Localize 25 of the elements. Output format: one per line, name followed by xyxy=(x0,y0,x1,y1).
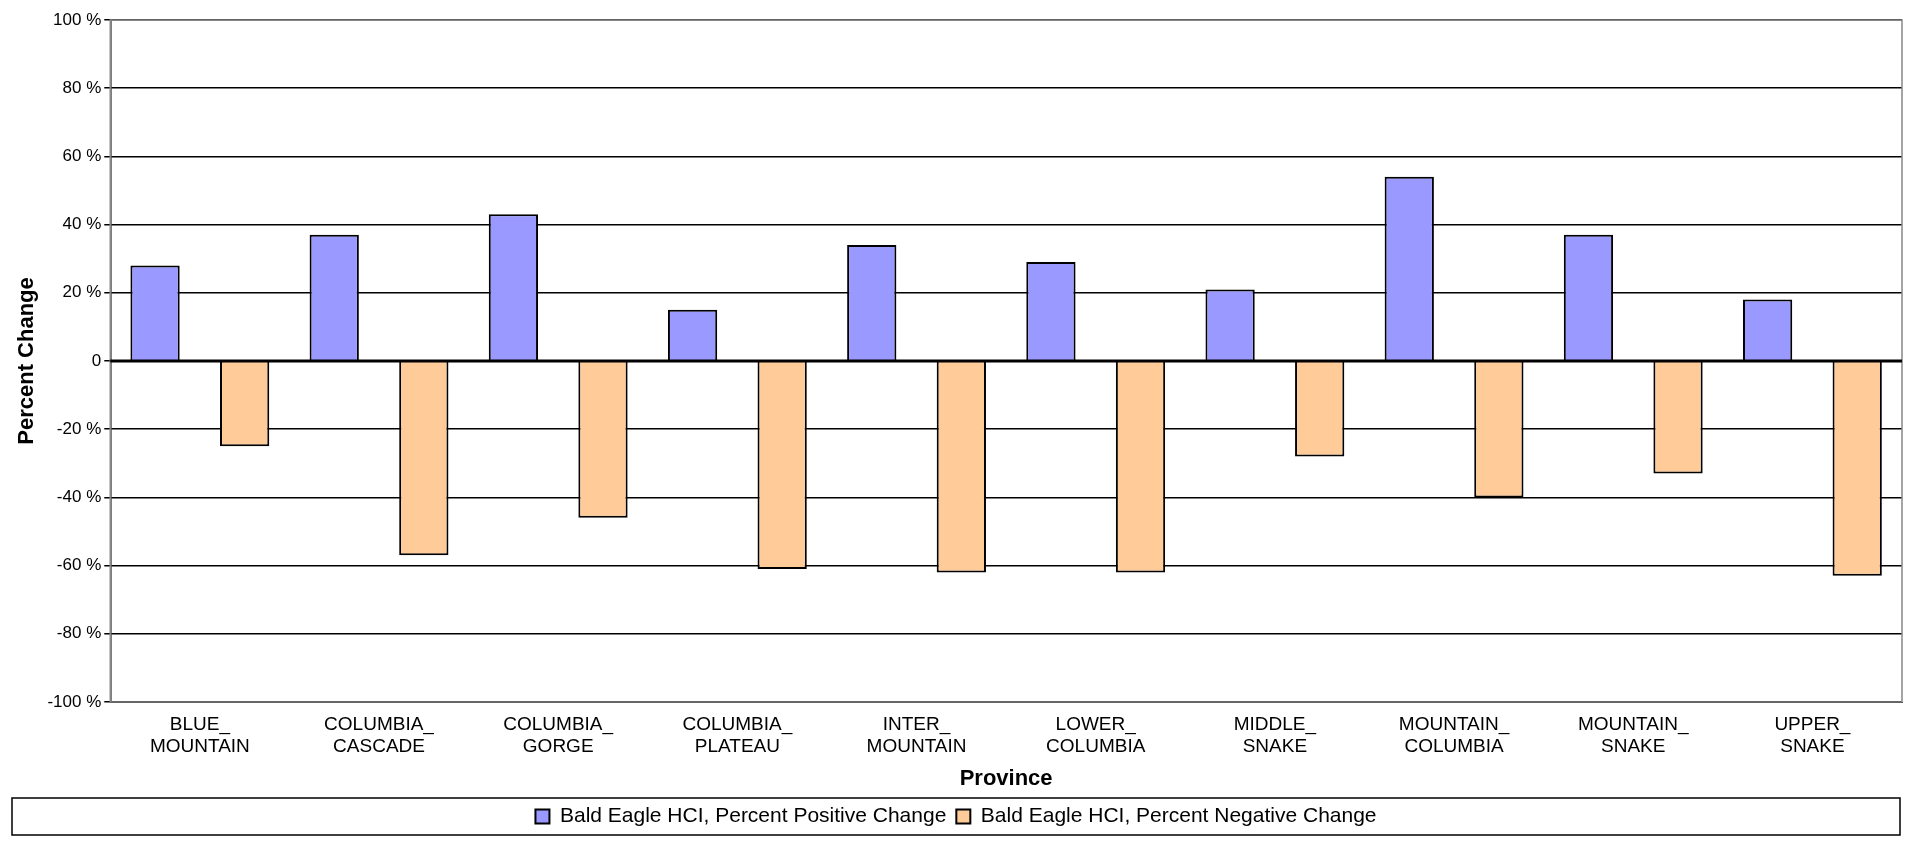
x-tick-label: BLUE_ MOUNTAIN xyxy=(149,712,250,757)
y-tick-label: -100 % xyxy=(47,691,102,711)
x-tick-label: COLUMBIA_ GORGE xyxy=(503,712,614,757)
y-tick-label: -80 % xyxy=(56,623,102,643)
x-tick-label: UPPER_ SNAKE xyxy=(1774,712,1851,757)
y-tick-label: -60 % xyxy=(56,555,102,575)
y-tick-label: 20 % xyxy=(62,282,102,302)
y-tick-label: 80 % xyxy=(62,77,102,97)
x-tick-label: LOWER_ COLUMBIA xyxy=(1046,712,1146,757)
x-tick-label: MIDDLE_ SNAKE xyxy=(1233,712,1317,757)
x-axis-title: Province xyxy=(959,764,1053,790)
y-tick-label: 40 % xyxy=(62,214,102,234)
x-tick-label: INTER_ MOUNTAIN xyxy=(866,712,967,757)
y-tick-label: 60 % xyxy=(62,146,102,166)
legend-label: Bald Eagle HCI, Percent Negative Change xyxy=(980,803,1377,827)
x-tick-label: MOUNTAIN_ SNAKE xyxy=(1578,712,1689,757)
x-tick-label: MOUNTAIN_ COLUMBIA xyxy=(1398,712,1510,757)
y-tick-label: -20 % xyxy=(56,418,102,438)
x-tick-label: COLUMBIA_ PLATEAU xyxy=(682,712,793,757)
y-tick-label: -40 % xyxy=(56,487,102,507)
y-tick-label: 100 % xyxy=(53,9,102,29)
y-tick-label: 0 xyxy=(91,350,102,370)
legend-label: Bald Eagle HCI, Percent Positive Change xyxy=(559,803,947,827)
y-axis-title: Percent Change xyxy=(13,277,39,445)
x-tick-label: COLUMBIA_ CASCADE xyxy=(324,712,435,757)
